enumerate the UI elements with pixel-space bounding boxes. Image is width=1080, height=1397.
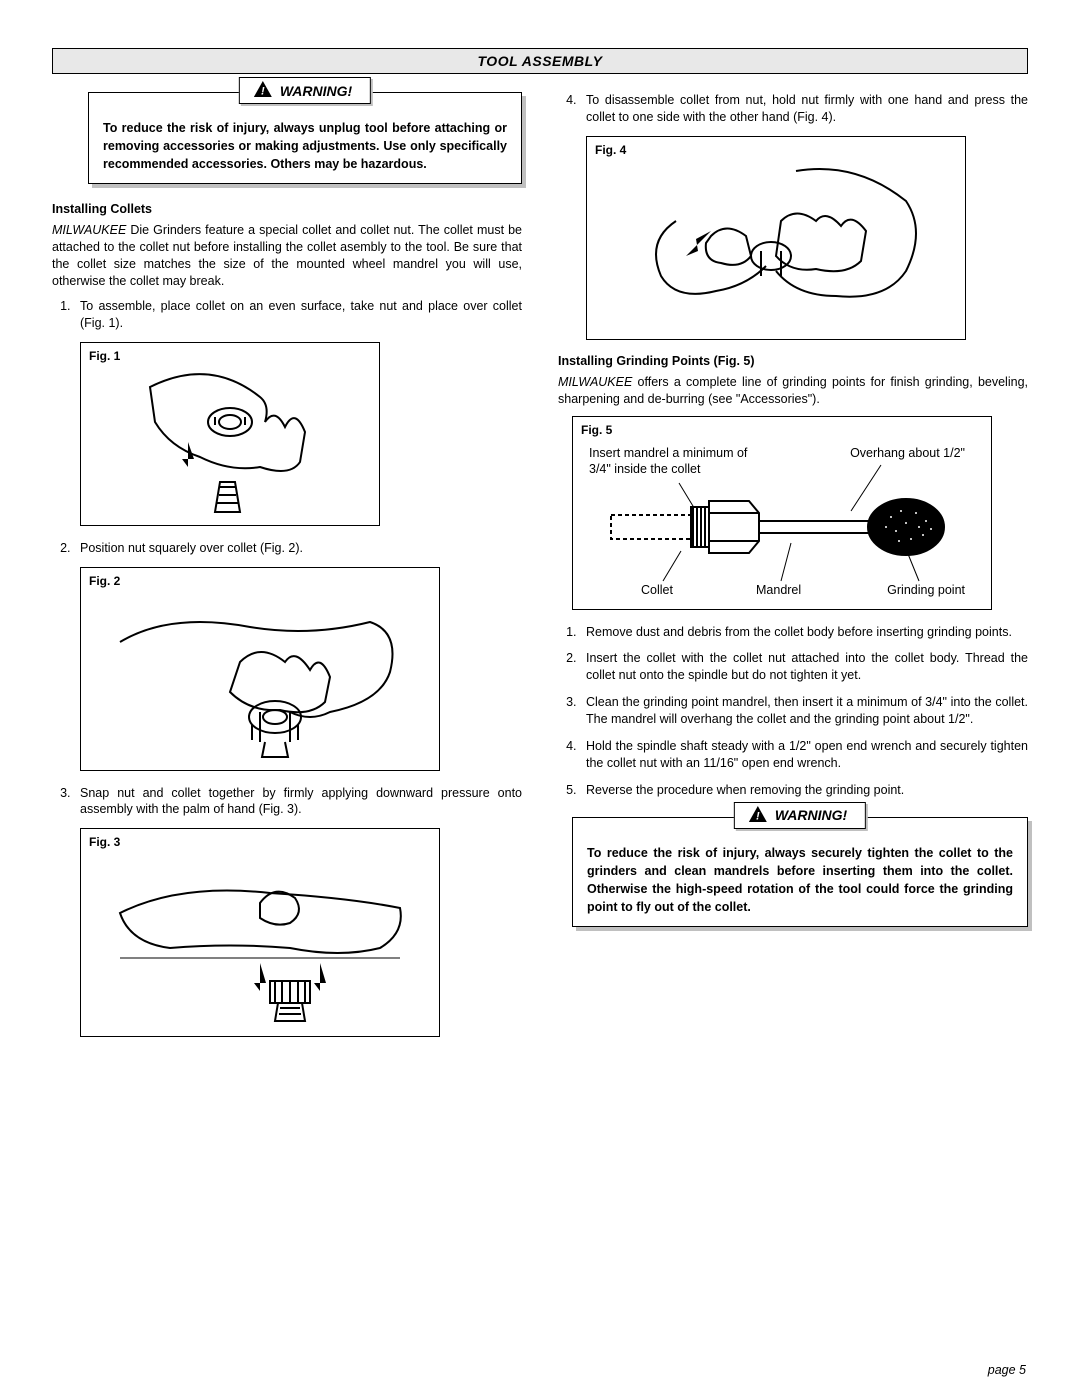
figure-2: Fig. 2 bbox=[80, 567, 440, 771]
step-1: To assemble, place collet on an even sur… bbox=[74, 298, 522, 332]
figure-3-label: Fig. 3 bbox=[89, 835, 431, 849]
warning-text-2: To reduce the risk of injury, always sec… bbox=[587, 844, 1013, 917]
warning-text: To reduce the risk of injury, always unp… bbox=[103, 119, 507, 173]
figure-1: Fig. 1 bbox=[80, 342, 380, 526]
brand-name-2: MILWAUKEE bbox=[558, 375, 632, 389]
gstep-1: Remove dust and debris from the collet b… bbox=[580, 624, 1028, 641]
warning-label: WARNING! bbox=[280, 83, 352, 99]
grinding-steps: Remove dust and debris from the collet b… bbox=[558, 624, 1028, 799]
figure-1-illustration bbox=[120, 367, 340, 517]
figure-4-label: Fig. 4 bbox=[595, 143, 957, 157]
figure-4: Fig. 4 bbox=[586, 136, 966, 340]
figure-2-illustration bbox=[110, 592, 410, 762]
warning-box-2: ! WARNING! To reduce the risk of injury,… bbox=[572, 817, 1028, 928]
collet-steps-3: Snap nut and collet together by firmly a… bbox=[52, 785, 522, 819]
gstep-5: Reverse the procedure when removing the … bbox=[580, 782, 1028, 799]
intro-paragraph: MILWAUKEE Die Grinders feature a special… bbox=[52, 222, 522, 290]
figure-2-label: Fig. 2 bbox=[89, 574, 431, 588]
right-column: To disassemble collet from nut, hold nut… bbox=[558, 92, 1028, 1051]
warning-triangle-icon: ! bbox=[254, 81, 272, 100]
gstep-2: Insert the collet with the collet nut at… bbox=[580, 650, 1028, 684]
page-number: page 5 bbox=[988, 1363, 1026, 1377]
gstep-3: Clean the grinding point mandrel, then i… bbox=[580, 694, 1028, 728]
collet-steps-4: To disassemble collet from nut, hold nut… bbox=[558, 92, 1028, 126]
svg-text:!: ! bbox=[261, 86, 265, 98]
grinding-intro: MILWAUKEE offers a complete line of grin… bbox=[558, 374, 1028, 408]
step-3: Snap nut and collet together by firmly a… bbox=[74, 785, 522, 819]
figure-5: Fig. 5 Insert mandrel a minimum of 3/4" … bbox=[572, 416, 992, 610]
warning-tab: ! WARNING! bbox=[239, 77, 371, 104]
warning-triangle-icon: ! bbox=[749, 806, 767, 825]
gstep-4: Hold the spindle shaft steady with a 1/2… bbox=[580, 738, 1028, 772]
subhead-grinding-points: Installing Grinding Points (Fig. 5) bbox=[558, 354, 1028, 368]
brand-name: MILWAUKEE bbox=[52, 223, 126, 237]
collet-steps-2: Position nut squarely over collet (Fig. … bbox=[52, 540, 522, 557]
section-header: TOOL ASSEMBLY bbox=[52, 48, 1028, 74]
two-column-layout: ! WARNING! To reduce the risk of injury,… bbox=[52, 92, 1028, 1051]
subhead-installing-collets: Installing Collets bbox=[52, 202, 522, 216]
collet-steps: To assemble, place collet on an even sur… bbox=[52, 298, 522, 332]
step-4: To disassemble collet from nut, hold nut… bbox=[580, 92, 1028, 126]
figure-3-illustration bbox=[110, 853, 410, 1028]
figure-5-label: Fig. 5 bbox=[581, 423, 983, 437]
left-column: ! WARNING! To reduce the risk of injury,… bbox=[52, 92, 522, 1051]
figure-3: Fig. 3 bbox=[80, 828, 440, 1037]
warning-box-1: ! WARNING! To reduce the risk of injury,… bbox=[88, 92, 522, 184]
figure-5-illustration bbox=[581, 441, 981, 601]
step-2: Position nut squarely over collet (Fig. … bbox=[74, 540, 522, 557]
figure-1-label: Fig. 1 bbox=[89, 349, 371, 363]
svg-text:!: ! bbox=[756, 810, 760, 822]
warning-tab-2: ! WARNING! bbox=[734, 802, 866, 829]
figure-4-illustration bbox=[616, 161, 936, 331]
warning-label-2: WARNING! bbox=[775, 807, 847, 823]
